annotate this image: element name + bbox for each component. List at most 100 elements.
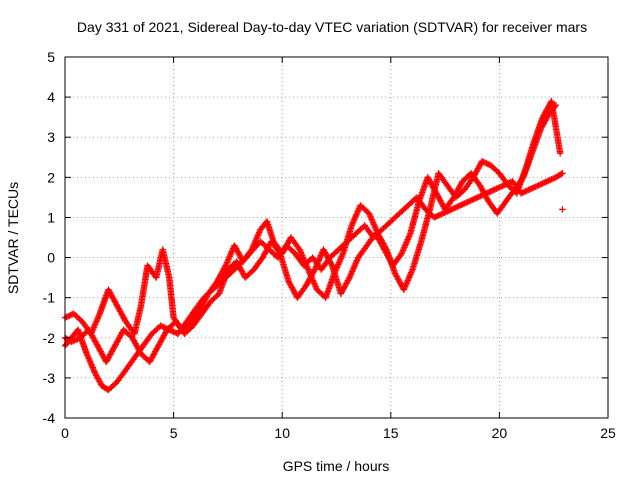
data-point — [539, 180, 547, 187]
data-point — [462, 199, 470, 206]
data-point — [551, 103, 558, 110]
data-point — [68, 338, 75, 345]
data-point — [541, 179, 548, 186]
data-point — [549, 175, 557, 182]
y-axis-label: SDTVAR / TECUs — [5, 182, 21, 294]
data-point — [328, 260, 335, 268]
data-point — [474, 194, 481, 201]
data-point — [157, 322, 164, 329]
data-point — [431, 214, 438, 221]
data-point — [71, 337, 78, 344]
data-point — [160, 323, 167, 331]
data-point — [559, 170, 566, 177]
data-point — [448, 206, 455, 213]
data-point — [63, 313, 70, 321]
data-point — [545, 177, 552, 184]
series-path-c — [61, 101, 566, 366]
data-point — [546, 176, 554, 184]
data-point — [486, 188, 493, 196]
data-point — [465, 198, 473, 205]
data-point — [435, 212, 442, 219]
data-point — [467, 197, 474, 204]
data-point — [481, 159, 489, 166]
data-point — [533, 182, 541, 190]
grid — [65, 57, 608, 418]
y-tick-label: 4 — [47, 89, 55, 105]
data-point — [432, 213, 439, 220]
data-point — [436, 211, 444, 218]
y-tick-label: -2 — [43, 330, 56, 346]
x-tick-label: 20 — [492, 425, 508, 441]
data-points — [61, 97, 566, 394]
data-point — [473, 194, 480, 202]
data-point — [538, 180, 545, 188]
x-axis-label: GPS time / hours — [283, 458, 390, 474]
y-tick-label: 3 — [47, 129, 55, 145]
data-point — [69, 311, 76, 318]
data-point — [74, 335, 81, 343]
data-point — [439, 210, 447, 217]
x-tick-label: 0 — [61, 425, 69, 441]
data-point — [470, 196, 477, 203]
y-tick-label: 5 — [47, 49, 55, 65]
data-point — [497, 183, 505, 190]
data-point — [454, 203, 461, 210]
data-point — [483, 160, 490, 167]
data-point — [499, 182, 506, 190]
data-point — [468, 196, 476, 204]
data-point — [557, 170, 565, 178]
data-point — [543, 178, 551, 185]
data-point — [475, 193, 483, 200]
data-point — [557, 150, 564, 157]
data-point — [446, 206, 454, 214]
data-point — [457, 202, 464, 209]
data-point — [535, 182, 542, 189]
y-tick-label: -1 — [43, 290, 56, 306]
data-point — [461, 200, 468, 207]
chart-title: Day 331 of 2021, Sidereal Day-to-day VTE… — [77, 19, 587, 35]
data-point — [522, 188, 529, 195]
data-point — [158, 323, 166, 330]
data-point — [488, 187, 496, 194]
data-point — [471, 195, 478, 202]
data-point — [542, 178, 549, 186]
data-point — [548, 176, 555, 183]
data-point — [72, 336, 80, 343]
data-point — [458, 201, 465, 208]
data-point — [530, 184, 538, 191]
data-point — [64, 313, 72, 320]
y-tick-label: -4 — [43, 410, 56, 426]
data-point — [520, 188, 528, 196]
data-point — [529, 184, 536, 192]
data-point — [491, 186, 499, 193]
data-point — [532, 183, 539, 190]
data-point — [526, 186, 534, 193]
data-point — [484, 160, 492, 168]
x-tick-label: 5 — [170, 425, 178, 441]
data-point — [478, 158, 486, 165]
data-point — [490, 186, 497, 194]
data-point — [493, 185, 500, 192]
data-point — [536, 181, 544, 188]
data-point — [494, 184, 502, 192]
x-tick-label: 25 — [600, 425, 616, 441]
x-tick-label: 10 — [274, 425, 290, 441]
x-tick-label: 15 — [383, 425, 399, 441]
plot-frame — [64, 56, 609, 419]
series-path-a — [61, 170, 566, 394]
data-point — [66, 312, 73, 319]
data-point — [438, 210, 445, 218]
data-point — [552, 101, 560, 109]
data-point — [487, 188, 494, 195]
y-tick-label: -3 — [43, 370, 56, 386]
data-point — [480, 158, 487, 166]
data-point — [528, 185, 535, 192]
data-point — [452, 204, 460, 211]
data-point — [170, 328, 177, 335]
y-tick-label: 1 — [47, 209, 55, 225]
data-point — [451, 204, 458, 212]
data-point — [460, 200, 467, 208]
data-point — [69, 337, 77, 345]
